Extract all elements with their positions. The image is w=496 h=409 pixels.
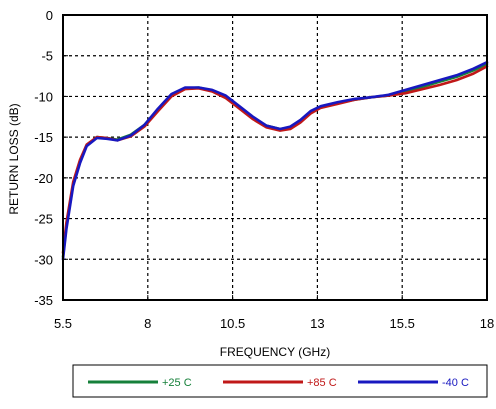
- grid-lines: [63, 15, 487, 300]
- axis-ticks: 5.5 8 10.5 13 15.5 18 0 -5 -10 -15 -20 -25 -30 -35: [34, 8, 494, 331]
- series-line-25c: [61, 62, 489, 259]
- y-tick-label: -10: [34, 89, 53, 104]
- x-tick-label: 8: [144, 316, 151, 331]
- y-axis-label: RETURN LOSS (dB): [7, 103, 21, 214]
- legend-label-40c: -40 C: [442, 377, 469, 389]
- legend: +25 C +85 C -40 C: [72, 364, 488, 398]
- series-line-40c: [61, 60, 489, 261]
- series-line-85c: [61, 65, 489, 255]
- x-tick-label: 13: [310, 316, 324, 331]
- x-tick-label: 15.5: [390, 316, 415, 331]
- y-tick-label: -25: [34, 212, 53, 227]
- y-tick-label: -30: [34, 252, 53, 267]
- y-tick-label: -15: [34, 130, 53, 145]
- y-tick-label: -20: [34, 171, 53, 186]
- x-tick-label: 18: [480, 316, 494, 331]
- plot-frame: [62, 14, 488, 301]
- x-tick-label: 10.5: [220, 316, 245, 331]
- y-tick-label: -5: [41, 49, 53, 64]
- y-tick-label: -35: [34, 293, 53, 308]
- legend-label-25c: +25 C: [162, 377, 192, 389]
- x-tick-label: 5.5: [54, 316, 72, 331]
- series-lines: [61, 60, 489, 261]
- y-tick-label: 0: [46, 8, 53, 23]
- x-axis-label: FREQUENCY (GHz): [220, 345, 330, 359]
- legend-label-85c: +85 C: [307, 377, 337, 389]
